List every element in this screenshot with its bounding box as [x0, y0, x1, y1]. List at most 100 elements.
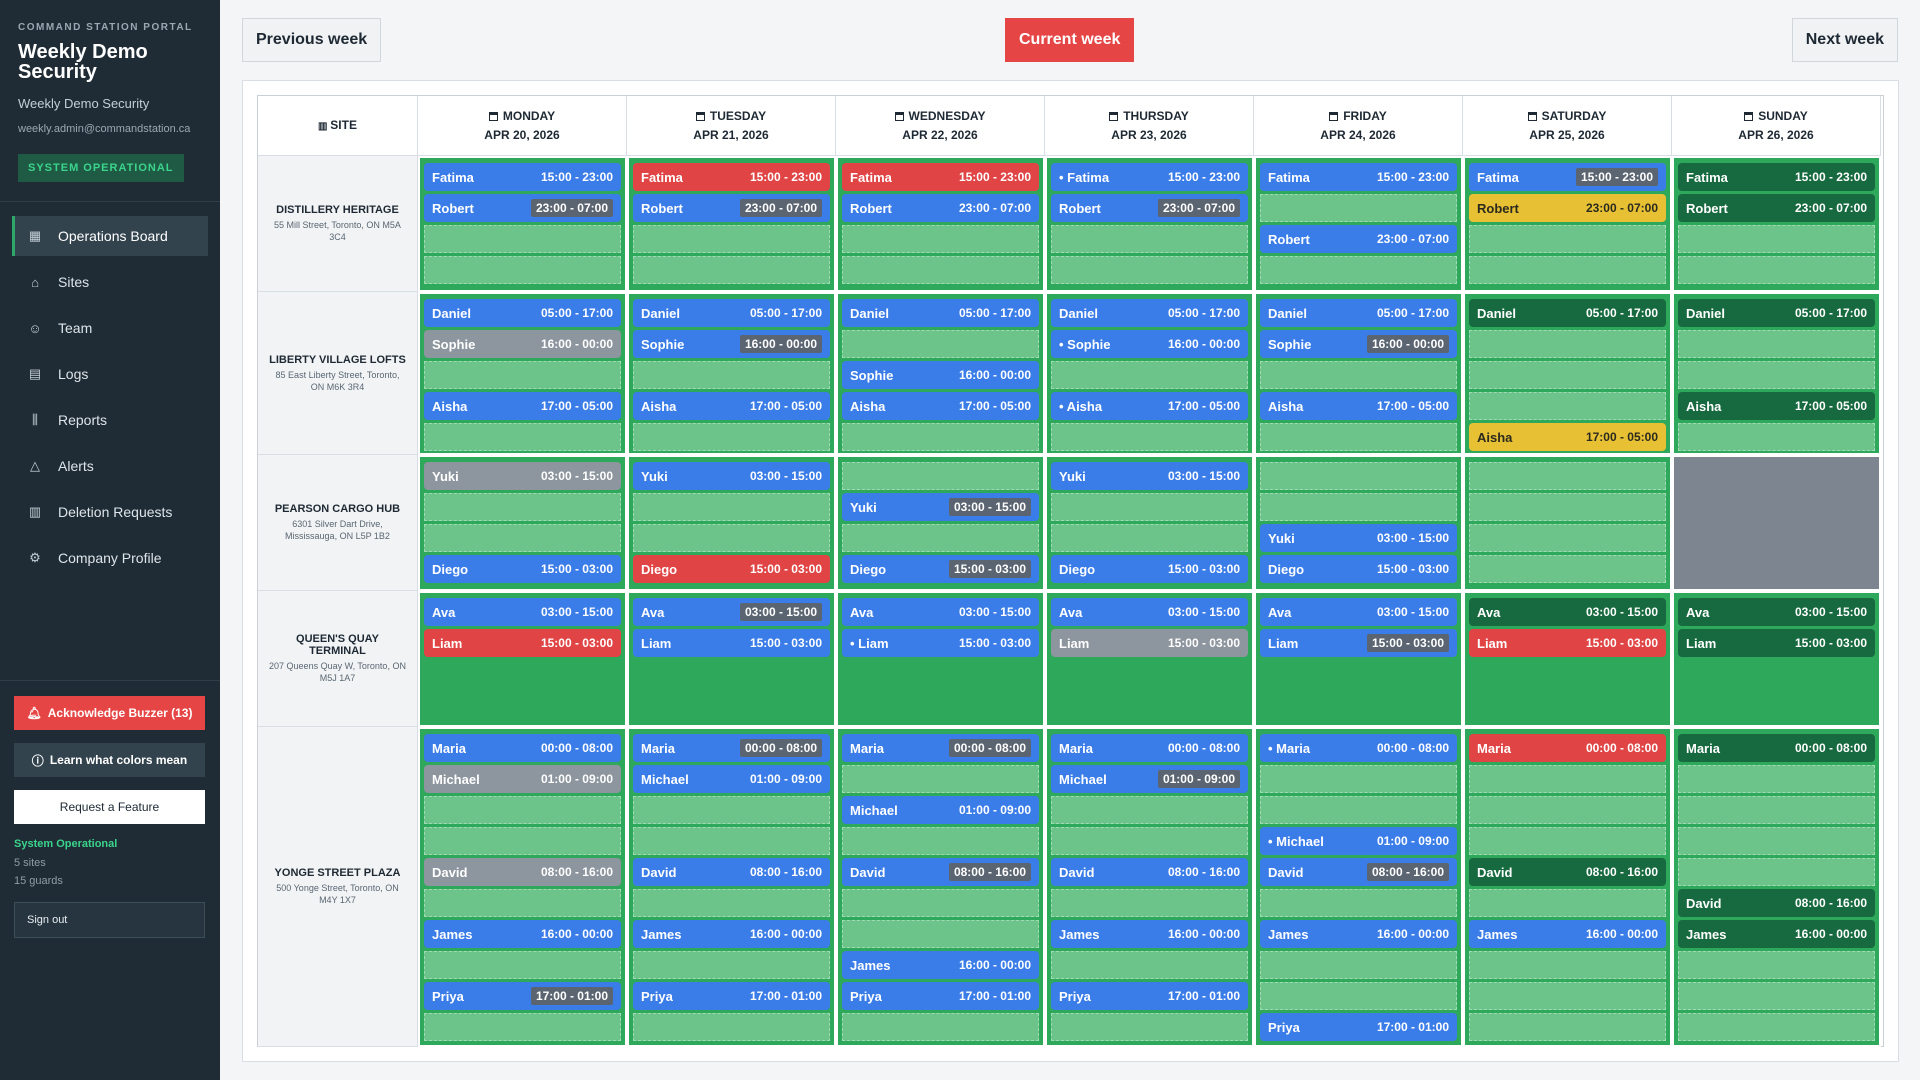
shift-card[interactable]: Yuki 03:00 - 15:00	[1260, 524, 1457, 552]
shift-card[interactable]: Aisha 17:00 - 05:00	[1260, 392, 1457, 420]
empty-slot[interactable]	[1469, 765, 1666, 793]
shift-card[interactable]: Diego 15:00 - 03:00	[424, 555, 621, 583]
shift-card[interactable]: Daniel 05:00 - 17:00	[633, 299, 830, 327]
sidebar-item-sites[interactable]: ⌂ Sites	[12, 262, 208, 302]
shift-card[interactable]: Daniel 05:00 - 17:00	[1678, 299, 1875, 327]
next-week-button[interactable]: Next week	[1791, 18, 1898, 62]
empty-slot[interactable]	[842, 524, 1039, 552]
shift-card[interactable]: Liam 15:00 - 03:00	[1678, 629, 1875, 657]
empty-slot[interactable]	[1260, 194, 1457, 222]
empty-slot[interactable]	[424, 256, 621, 284]
shift-card[interactable]: Robert 23:00 - 07:00	[633, 194, 830, 222]
shift-card[interactable]: • Maria 00:00 - 08:00	[1260, 734, 1457, 762]
empty-slot[interactable]	[633, 1013, 830, 1041]
shift-card[interactable]: James 16:00 - 00:00	[633, 920, 830, 948]
empty-slot[interactable]	[1051, 225, 1248, 253]
empty-slot[interactable]	[424, 889, 621, 917]
empty-slot[interactable]	[424, 423, 621, 451]
empty-slot[interactable]	[633, 256, 830, 284]
empty-slot[interactable]	[1260, 951, 1457, 979]
empty-slot[interactable]	[1469, 889, 1666, 917]
shift-card[interactable]: Robert 23:00 - 07:00	[1260, 225, 1457, 253]
empty-slot[interactable]	[1260, 462, 1457, 490]
shift-card[interactable]: Diego 15:00 - 03:00	[1051, 555, 1248, 583]
shift-card[interactable]: Yuki 03:00 - 15:00	[633, 462, 830, 490]
shift-card[interactable]: David 08:00 - 16:00	[1051, 858, 1248, 886]
empty-slot[interactable]	[1051, 423, 1248, 451]
empty-slot[interactable]	[1678, 256, 1875, 284]
empty-slot[interactable]	[424, 493, 621, 521]
shift-card[interactable]: Ava 03:00 - 15:00	[1469, 598, 1666, 626]
shift-card[interactable]: Ava 03:00 - 15:00	[633, 598, 830, 626]
empty-slot[interactable]	[1469, 392, 1666, 420]
empty-slot[interactable]	[1469, 796, 1666, 824]
shift-card[interactable]: Ava 03:00 - 15:00	[424, 598, 621, 626]
shift-card[interactable]: • Michael 01:00 - 09:00	[1260, 827, 1457, 855]
acknowledge-buzzer-button[interactable]: 🔔︎ Acknowledge Buzzer (13)	[14, 696, 205, 730]
empty-slot[interactable]	[1678, 827, 1875, 855]
shift-card[interactable]: Liam 15:00 - 03:00	[1469, 629, 1666, 657]
shift-card[interactable]: Aisha 17:00 - 05:00	[1678, 392, 1875, 420]
shift-card[interactable]: Daniel 05:00 - 17:00	[1051, 299, 1248, 327]
empty-slot[interactable]	[424, 524, 621, 552]
empty-slot[interactable]	[1678, 982, 1875, 1010]
empty-slot[interactable]	[424, 827, 621, 855]
shift-card[interactable]: Ava 03:00 - 15:00	[842, 598, 1039, 626]
empty-slot[interactable]	[1051, 1013, 1248, 1041]
shift-card[interactable]: Priya 17:00 - 01:00	[424, 982, 621, 1010]
empty-slot[interactable]	[1260, 796, 1457, 824]
empty-slot[interactable]	[1051, 827, 1248, 855]
empty-slot[interactable]	[424, 951, 621, 979]
shift-card[interactable]: Priya 17:00 - 01:00	[842, 982, 1039, 1010]
empty-slot[interactable]	[633, 361, 830, 389]
empty-slot[interactable]	[1678, 1013, 1875, 1041]
previous-week-button[interactable]: Previous week	[242, 18, 382, 62]
shift-card[interactable]: Robert 23:00 - 07:00	[424, 194, 621, 222]
sidebar-item-deletion-requests[interactable]: ▥ Deletion Requests	[12, 492, 208, 532]
empty-slot[interactable]	[633, 225, 830, 253]
empty-slot[interactable]	[1051, 361, 1248, 389]
shift-card[interactable]: James 16:00 - 00:00	[424, 920, 621, 948]
empty-slot[interactable]	[842, 225, 1039, 253]
empty-slot[interactable]	[1260, 423, 1457, 451]
empty-slot[interactable]	[633, 889, 830, 917]
shift-card[interactable]: Maria 00:00 - 08:00	[1051, 734, 1248, 762]
empty-slot[interactable]	[424, 225, 621, 253]
shift-card[interactable]: • Sophie 16:00 - 00:00	[1051, 330, 1248, 358]
shift-card[interactable]: Daniel 05:00 - 17:00	[1469, 299, 1666, 327]
empty-slot[interactable]	[1469, 827, 1666, 855]
empty-slot[interactable]	[842, 889, 1039, 917]
empty-slot[interactable]	[842, 1013, 1039, 1041]
empty-slot[interactable]	[1469, 555, 1666, 583]
empty-slot[interactable]	[1260, 982, 1457, 1010]
empty-slot[interactable]	[842, 423, 1039, 451]
shift-card[interactable]: Fatima 15:00 - 23:00	[424, 163, 621, 191]
shift-card[interactable]: Aisha 17:00 - 05:00	[633, 392, 830, 420]
empty-slot[interactable]	[1678, 765, 1875, 793]
empty-slot[interactable]	[1678, 423, 1875, 451]
shift-card[interactable]: Diego 15:00 - 03:00	[842, 555, 1039, 583]
sidebar-item-operations-board[interactable]: ▦ Operations Board	[12, 216, 208, 256]
shift-card[interactable]: Ava 03:00 - 15:00	[1051, 598, 1248, 626]
empty-slot[interactable]	[424, 361, 621, 389]
shift-card[interactable]: Maria 00:00 - 08:00	[842, 734, 1039, 762]
shift-card[interactable]: Aisha 17:00 - 05:00	[842, 392, 1039, 420]
shift-card[interactable]: Liam 15:00 - 03:00	[424, 629, 621, 657]
shift-card[interactable]: Michael 01:00 - 09:00	[842, 796, 1039, 824]
empty-slot[interactable]	[1469, 330, 1666, 358]
empty-slot[interactable]	[1260, 256, 1457, 284]
shift-card[interactable]: • Fatima 15:00 - 23:00	[1051, 163, 1248, 191]
shift-card[interactable]: Diego 15:00 - 03:00	[633, 555, 830, 583]
shift-card[interactable]: James 16:00 - 00:00	[1678, 920, 1875, 948]
empty-slot[interactable]	[1678, 361, 1875, 389]
shift-card[interactable]: Sophie 16:00 - 00:00	[424, 330, 621, 358]
shift-card[interactable]: Robert 23:00 - 07:00	[1678, 194, 1875, 222]
shift-card[interactable]: Sophie 16:00 - 00:00	[633, 330, 830, 358]
sign-out-button[interactable]: Sign out	[14, 902, 205, 938]
shift-card[interactable]: Liam 15:00 - 03:00	[1260, 629, 1457, 657]
empty-slot[interactable]	[1260, 889, 1457, 917]
shift-card[interactable]: Aisha 17:00 - 05:00	[1469, 423, 1666, 451]
shift-card[interactable]: Fatima 15:00 - 23:00	[842, 163, 1039, 191]
empty-slot[interactable]	[842, 920, 1039, 948]
sidebar-item-team[interactable]: ☺ Team	[12, 308, 208, 348]
